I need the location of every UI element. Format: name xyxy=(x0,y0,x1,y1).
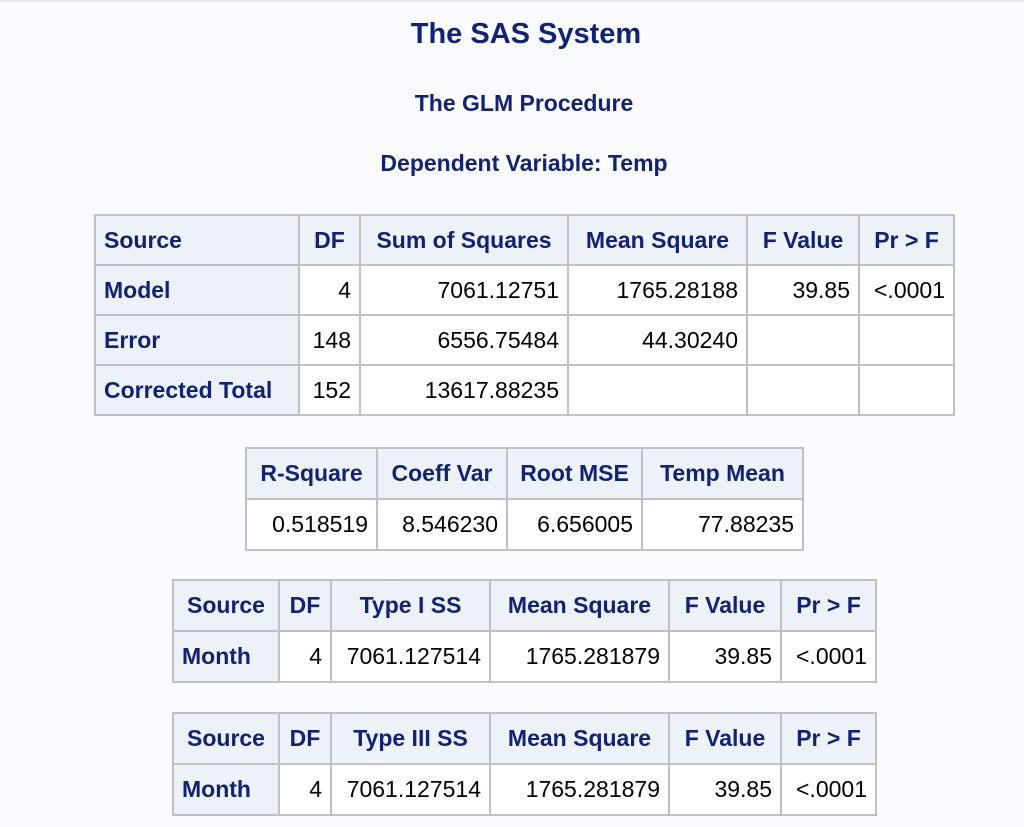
procedure-title: The GLM Procedure xyxy=(414,90,634,116)
cell-f: 39.85 xyxy=(746,264,860,316)
type3-header-row: Source DF Type III SS Mean Square F Valu… xyxy=(172,712,877,765)
type1-header-ms: Mean Square xyxy=(489,579,670,632)
cell-df: 4 xyxy=(278,763,332,816)
type1-header-ss: Type I SS xyxy=(330,579,491,632)
type3-header-f: F Value xyxy=(668,712,782,765)
type1-header-p: Pr > F xyxy=(780,579,877,632)
type1-ss-table: Source DF Type I SS Mean Square F Value … xyxy=(172,579,877,683)
type3-header-ss: Type III SS xyxy=(330,712,491,765)
page-title: The SAS System xyxy=(410,18,642,50)
fit-header-rsquare: R-Square xyxy=(245,447,378,500)
cell-ms: 1765.28188 xyxy=(567,264,748,316)
row-header-source: Month xyxy=(172,763,280,816)
cell-ms xyxy=(567,364,748,416)
cell-ms: 1765.281879 xyxy=(489,763,670,816)
table-row: Month 4 7061.127514 1765.281879 39.85 <.… xyxy=(172,630,877,683)
anova-table: Source DF Sum of Squares Mean Square F V… xyxy=(94,214,955,416)
cell-ss: 6556.75484 xyxy=(359,314,569,366)
cell-rsquare: 0.518519 xyxy=(245,498,378,551)
row-header-source: Month xyxy=(172,630,280,683)
fit-header-mean: Temp Mean xyxy=(641,447,804,500)
cell-p xyxy=(858,364,955,416)
anova-header-f: F Value xyxy=(746,214,860,266)
cell-ms: 1765.281879 xyxy=(489,630,670,683)
fit-header-coeffvar: Coeff Var xyxy=(376,447,508,500)
type3-header-p: Pr > F xyxy=(780,712,877,765)
row-header-source: Model xyxy=(94,264,300,316)
cell-df: 148 xyxy=(298,314,361,366)
cell-f: 39.85 xyxy=(668,630,782,683)
cell-ss: 7061.127514 xyxy=(330,630,491,683)
type1-header-f: F Value xyxy=(668,579,782,632)
type3-header-source: Source xyxy=(172,712,280,765)
fit-header-rootmse: Root MSE xyxy=(506,447,643,500)
type3-header-ms: Mean Square xyxy=(489,712,670,765)
table-row: 0.518519 8.546230 6.656005 77.88235 xyxy=(245,498,804,551)
cell-ss: 13617.88235 xyxy=(359,364,569,416)
row-header-source: Corrected Total xyxy=(94,364,300,416)
cell-df: 4 xyxy=(298,264,361,316)
table-row: Model 4 7061.12751 1765.28188 39.85 <.00… xyxy=(94,264,955,316)
cell-p: <.0001 xyxy=(780,763,877,816)
cell-p: <.0001 xyxy=(858,264,955,316)
cell-p xyxy=(858,314,955,366)
fit-statistics-table: R-Square Coeff Var Root MSE Temp Mean 0.… xyxy=(245,447,804,551)
anova-header-source: Source xyxy=(94,214,300,266)
type1-header-df: DF xyxy=(278,579,332,632)
cell-ss: 7061.127514 xyxy=(330,763,491,816)
fit-header-row: R-Square Coeff Var Root MSE Temp Mean xyxy=(245,447,804,500)
type1-header-row: Source DF Type I SS Mean Square F Value … xyxy=(172,579,877,632)
cell-df: 4 xyxy=(278,630,332,683)
anova-header-ss: Sum of Squares xyxy=(359,214,569,266)
cell-p: <.0001 xyxy=(780,630,877,683)
cell-coeffvar: 8.546230 xyxy=(376,498,508,551)
table-row: Error 148 6556.75484 44.30240 xyxy=(94,314,955,366)
cell-ms: 44.30240 xyxy=(567,314,748,366)
dependent-variable-title: Dependent Variable: Temp xyxy=(380,150,668,176)
cell-f xyxy=(746,364,860,416)
table-row: Corrected Total 152 13617.88235 xyxy=(94,364,955,416)
anova-header-row: Source DF Sum of Squares Mean Square F V… xyxy=(94,214,955,266)
anova-header-ms: Mean Square xyxy=(567,214,748,266)
cell-ss: 7061.12751 xyxy=(359,264,569,316)
row-header-source: Error xyxy=(94,314,300,366)
type3-header-df: DF xyxy=(278,712,332,765)
cell-rootmse: 6.656005 xyxy=(506,498,643,551)
cell-f xyxy=(746,314,860,366)
anova-header-p: Pr > F xyxy=(858,214,955,266)
type3-ss-table: Source DF Type III SS Mean Square F Valu… xyxy=(172,712,877,816)
table-row: Month 4 7061.127514 1765.281879 39.85 <.… xyxy=(172,763,877,816)
anova-header-df: DF xyxy=(298,214,361,266)
cell-mean: 77.88235 xyxy=(641,498,804,551)
cell-df: 152 xyxy=(298,364,361,416)
type1-header-source: Source xyxy=(172,579,280,632)
cell-f: 39.85 xyxy=(668,763,782,816)
